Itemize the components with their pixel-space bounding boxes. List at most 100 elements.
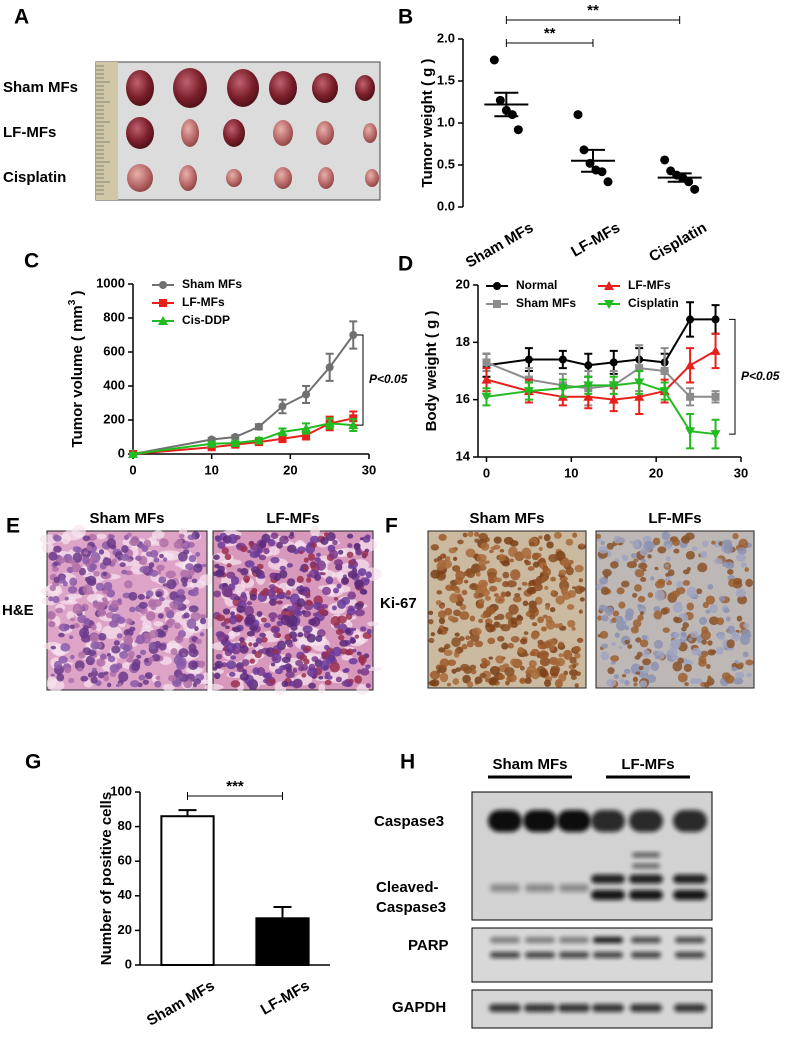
- nucleus: [596, 537, 602, 542]
- nucleus: [494, 595, 505, 604]
- nucleus: [222, 608, 231, 615]
- significance-bracket: [187, 792, 283, 800]
- nucleus: [241, 659, 250, 667]
- nucleus: [305, 599, 313, 606]
- nucleus: [324, 679, 332, 686]
- nucleus: [686, 566, 691, 571]
- nucleus: [502, 571, 510, 579]
- nucleus: [299, 567, 304, 572]
- nucleus: [124, 637, 134, 646]
- nucleus: [448, 547, 457, 554]
- nucleus: [149, 569, 159, 577]
- significance-label: **: [544, 25, 556, 42]
- nucleus: [316, 560, 326, 571]
- nucleus: [252, 667, 260, 675]
- tissue-patch: [356, 684, 369, 695]
- nucleus: [258, 540, 267, 548]
- nucleus: [510, 635, 520, 643]
- nucleus: [551, 589, 556, 595]
- marker: [686, 315, 695, 324]
- nucleus: [437, 610, 447, 619]
- nucleus: [706, 677, 715, 686]
- nucleus: [286, 619, 294, 628]
- nucleus: [611, 642, 617, 647]
- nucleus: [731, 666, 738, 672]
- marker: [278, 434, 287, 443]
- nucleus: [686, 586, 697, 598]
- nucleus: [542, 567, 552, 577]
- x-tick-label: 10: [204, 462, 218, 477]
- nucleus: [714, 557, 723, 565]
- nucleus: [647, 554, 652, 559]
- nucleus: [348, 657, 358, 665]
- nucleus: [171, 603, 179, 611]
- marker: [604, 300, 614, 309]
- marker: [277, 426, 288, 436]
- nucleus: [671, 654, 679, 661]
- marker: [278, 402, 287, 411]
- data-point: [507, 110, 517, 120]
- nucleus: [246, 601, 253, 606]
- nucleus: [465, 548, 476, 558]
- nucleus: [545, 615, 553, 624]
- nucleus: [228, 616, 238, 625]
- marker: [324, 418, 335, 428]
- nucleus: [285, 667, 292, 673]
- nucleus: [576, 637, 584, 643]
- nucleus: [632, 676, 639, 683]
- group-label: Sham MFs: [492, 756, 567, 773]
- y-tick-label: 0: [118, 445, 125, 460]
- nucleus: [573, 645, 581, 653]
- nucleus: [721, 672, 731, 680]
- nucleus: [60, 643, 71, 652]
- nucleus: [364, 534, 371, 540]
- nucleus: [132, 658, 141, 667]
- nucleus: [630, 626, 639, 634]
- marker: [493, 282, 501, 290]
- nucleus: [325, 671, 331, 677]
- nucleus: [85, 655, 95, 666]
- data-point: [690, 184, 700, 194]
- nucleus: [148, 630, 159, 639]
- nucleus: [677, 657, 684, 664]
- nucleus: [71, 562, 81, 573]
- marker: [685, 427, 696, 437]
- nucleus: [279, 565, 286, 571]
- nucleus: [157, 613, 164, 619]
- nucleus: [145, 590, 154, 598]
- nucleus: [469, 583, 480, 591]
- marker: [711, 315, 720, 324]
- tissue-patch: [60, 533, 71, 545]
- nucleus: [279, 569, 288, 579]
- nucleus: [709, 604, 718, 614]
- nucleus: [83, 551, 88, 555]
- nucleus: [618, 645, 623, 649]
- nucleus: [465, 635, 471, 641]
- nucleus: [533, 552, 542, 559]
- nucleus: [289, 531, 295, 537]
- nucleus: [571, 626, 576, 631]
- marker: [609, 358, 618, 367]
- nucleus: [670, 638, 681, 649]
- nucleus: [154, 680, 162, 688]
- nucleus: [654, 655, 660, 660]
- nucleus: [449, 593, 460, 604]
- nucleus: [106, 653, 112, 657]
- blot-band: [593, 952, 623, 958]
- marker: [231, 433, 240, 441]
- nucleus: [196, 638, 202, 645]
- nucleus: [159, 553, 164, 559]
- blot-band: [673, 890, 707, 900]
- nucleus: [215, 536, 222, 543]
- blot-band: [525, 884, 555, 892]
- nucleus: [543, 679, 552, 687]
- nucleus: [68, 677, 75, 684]
- nucleus: [69, 577, 78, 586]
- nucleus: [128, 538, 139, 547]
- nucleus: [89, 633, 100, 643]
- nucleus: [566, 603, 575, 610]
- nucleus: [268, 678, 276, 685]
- nucleus: [72, 552, 83, 563]
- nucleus: [485, 622, 491, 628]
